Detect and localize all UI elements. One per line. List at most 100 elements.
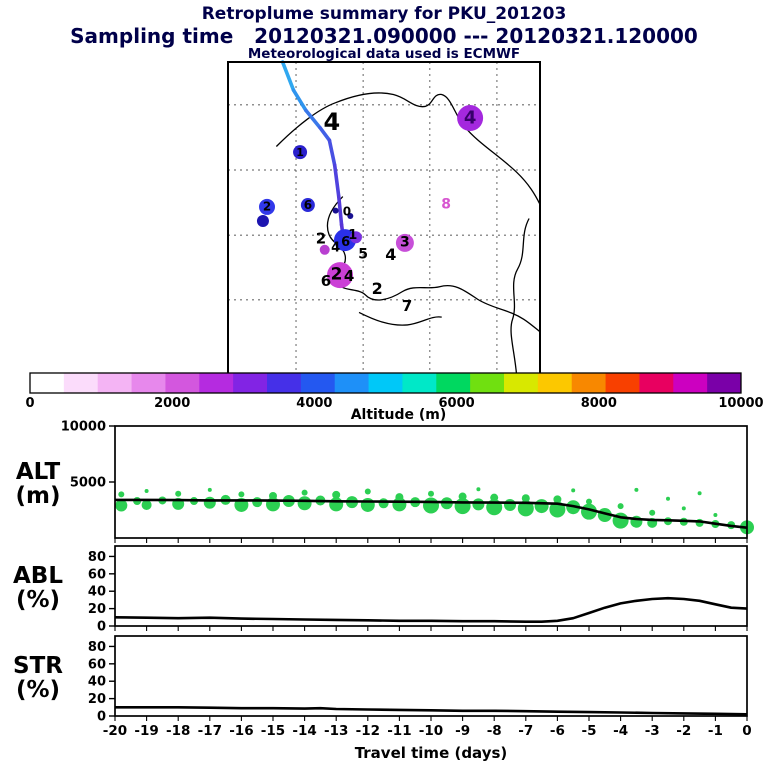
trajectory-segment <box>304 108 322 130</box>
sampling-time-title: Sampling time 20120321.090000 --- 201203… <box>70 24 698 48</box>
plume-cluster-dot <box>586 498 592 505</box>
plume-cluster-dot <box>332 490 341 499</box>
colorbar-segment <box>63 373 99 393</box>
colorbar-segment <box>707 373 742 393</box>
colorbar-segment <box>267 373 302 393</box>
ytick-label-ALT: 5000 <box>70 476 106 491</box>
panel-unit-ALT: (m) <box>16 483 61 509</box>
xtick-label: -15 <box>261 723 285 739</box>
plume-cluster-dot <box>681 506 686 511</box>
plume-marker <box>457 105 484 132</box>
plume-marker <box>334 229 356 252</box>
plume-cluster-dot <box>666 496 670 501</box>
ytick-label-ABL: 60 <box>88 567 106 582</box>
map-day-label: 4 <box>385 245 396 264</box>
ytick-label-STR: 0 <box>97 710 106 725</box>
plume-marker <box>319 244 330 255</box>
map-day-label: 1 <box>348 228 357 243</box>
plume-marker <box>349 231 362 244</box>
ALT-line <box>115 498 748 529</box>
plume-cluster-dot <box>118 491 125 498</box>
xtick-label: -10 <box>419 723 443 739</box>
plume-marker <box>293 145 308 160</box>
ytick-label-STR: 60 <box>88 657 106 672</box>
plume-cluster-dot <box>329 497 344 512</box>
plume-cluster-dot <box>423 497 439 514</box>
met-data-title: Meteorological data used is ECMWF <box>247 46 521 62</box>
coastline <box>511 219 529 376</box>
colorbar-segment <box>165 373 200 393</box>
plume-marker <box>259 198 275 215</box>
plume-cluster-dot <box>252 497 263 508</box>
colorbar-segment <box>402 373 437 393</box>
plume-cluster-dot <box>649 509 656 516</box>
altitude-colorbar: 0 2000 4000 6000 8000 10000 Altitude (m) <box>25 372 764 423</box>
plume-cluster-dot <box>203 496 216 509</box>
trajectory-segment <box>280 60 296 92</box>
plume-cluster-dot <box>378 498 389 509</box>
xtick-label: -13 <box>324 723 348 739</box>
colorbar-tick-label: 8000 <box>581 396 617 411</box>
xtick-label: -12 <box>356 723 380 739</box>
map-day-label: 6 <box>304 198 312 212</box>
trajectory-segment <box>332 163 341 199</box>
ABL-line <box>114 596 748 623</box>
plume-cluster-dot <box>504 498 516 511</box>
plume-cluster-dot <box>634 487 639 492</box>
colorbar-segment <box>605 373 640 393</box>
panel-frame-ALT <box>114 425 748 539</box>
map-day-label: 1 <box>296 146 304 159</box>
ytick-label-STR: 20 <box>88 692 106 707</box>
map-frame <box>227 61 541 376</box>
plume-marker <box>347 212 354 219</box>
timeseries-panels: 500010000ALT(m)020406080ABL(%)020406080-… <box>13 420 754 762</box>
colorbar-segment <box>470 373 505 393</box>
colorbar-tick-label: 6000 <box>439 396 475 411</box>
plume-cluster-dot <box>207 487 212 492</box>
plume-cluster-dot <box>297 496 312 511</box>
plume-cluster-dot <box>458 492 467 501</box>
colorbar-segment <box>131 373 166 393</box>
map-day-label: 6 <box>341 235 350 250</box>
xtick-label: -7 <box>518 723 533 739</box>
plume-cluster-dot <box>553 495 562 504</box>
colorbar-segment <box>334 373 370 393</box>
ytick-label-ABL: 40 <box>88 585 106 600</box>
plume-cluster-dot <box>238 491 245 498</box>
ytick-label-ABL: 80 <box>88 550 106 565</box>
map-day-label: 2 <box>263 200 271 214</box>
colorbar-segment <box>504 373 539 393</box>
plume-cluster-dot <box>697 491 702 496</box>
xtick-label: -16 <box>229 723 253 739</box>
xtick-label: -8 <box>487 723 502 739</box>
plume-cluster-dot <box>517 500 534 517</box>
xaxis-title: Travel time (days) <box>355 744 508 762</box>
panel-frame-ABL <box>114 545 748 627</box>
plume-cluster-dot <box>175 490 182 497</box>
map-day-label: 4 <box>324 108 341 136</box>
plume-cluster-dot <box>141 499 152 510</box>
map-day-label: 3 <box>400 235 410 251</box>
trajectory-segment <box>336 194 344 227</box>
map-day-label: 6 <box>321 272 331 290</box>
colorbar-segment <box>300 373 336 393</box>
colorbar-segment <box>436 373 471 393</box>
plume-cluster-dot <box>360 497 375 512</box>
map-day-label: 2 <box>316 230 326 248</box>
map-day-label: 4 <box>344 267 354 285</box>
xtick-label: -20 <box>103 723 127 739</box>
xtick-label: -17 <box>198 723 222 739</box>
plume-cluster-dot <box>617 503 624 510</box>
trajectory-segment <box>327 138 337 168</box>
xtick-label: -19 <box>134 723 158 739</box>
plume-cluster-dot <box>364 488 371 495</box>
colorbar-segment <box>233 373 268 393</box>
colorbar-frame <box>29 372 742 394</box>
map-day-label: 5 <box>358 247 368 263</box>
xtick-label: -9 <box>455 723 470 739</box>
xtick-label: -6 <box>550 723 565 739</box>
plume-cluster-dot <box>476 487 481 492</box>
plume-cluster-dot <box>144 488 149 493</box>
plume-cluster-dot <box>521 494 530 503</box>
